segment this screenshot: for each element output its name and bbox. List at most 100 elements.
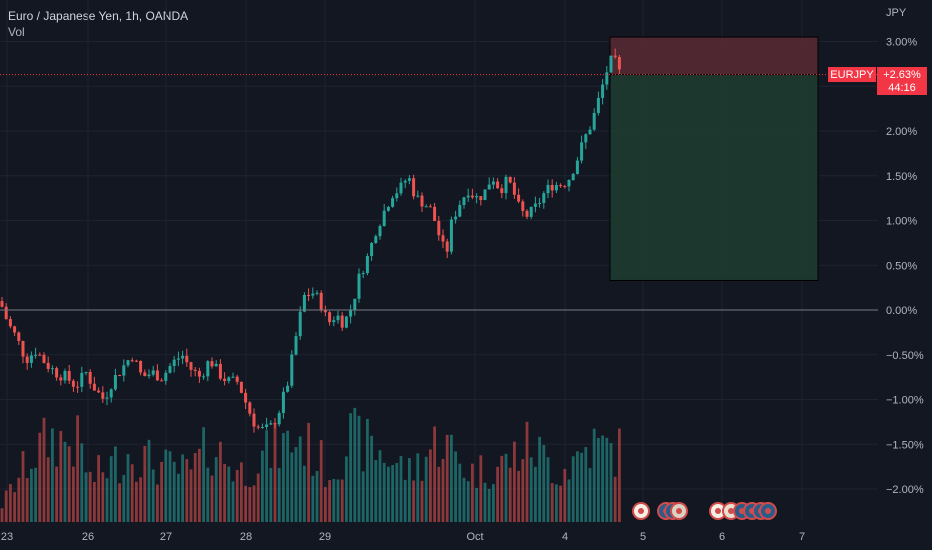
candle-body [546,184,550,194]
candle-body [580,142,584,161]
volume-bar [475,487,478,522]
volume-bar [277,467,281,522]
time-axis[interactable]: 23 26 27 28 29 Oct 4 5 6 7 [1,531,805,543]
volume-bar [55,466,58,522]
symbol-title[interactable]: Euro / Japanese Yen, 1h, OANDA [8,9,189,23]
candle-body [13,326,17,333]
volume-bar [429,449,432,522]
x-tick-label: 6 [719,531,725,543]
volume-bar [219,441,222,522]
candle-body [231,376,235,378]
volume-bar [471,463,474,522]
candle-body [55,368,59,378]
volume-bar [324,487,327,522]
volume-bar [126,454,130,522]
candle-body [328,312,332,323]
volume-bar [13,492,16,522]
volume-bar [382,462,386,522]
candle-body [315,292,319,294]
volume-bar [63,441,67,522]
candle-body [336,315,340,321]
volume-bar [202,427,205,522]
candle-body [97,390,101,393]
candle-body [500,188,504,194]
candle-body [122,365,126,376]
candle-body [8,319,12,327]
volume-bar [248,487,252,522]
volume-bar [550,483,554,522]
volume-bar [315,470,319,522]
volume-bar [30,468,33,522]
volume-bar [487,488,491,522]
volume-bar [88,471,92,522]
volume-bar [80,443,84,522]
candle-body [391,198,395,207]
candle-body [302,294,306,312]
volume-bar [42,417,46,522]
volume-bar [496,466,499,522]
x-tick-label: 23 [1,531,13,543]
event-markers[interactable] [632,502,777,520]
candle-body [67,370,71,381]
candle-body [462,197,466,205]
candle-body [34,354,38,356]
candle-body [181,355,185,359]
volume-bar [555,484,558,522]
volume-bar [168,451,172,522]
volume-bar [387,466,390,522]
stop-loss-zone [609,36,819,76]
candle-body [189,362,193,370]
volume-bar [563,469,567,522]
candle-body [29,355,33,363]
candle-body [475,196,479,198]
y-tick-label: 2.00% [886,126,917,138]
candle-body [340,315,344,328]
volume-bar [618,428,621,522]
volume-bar [328,480,331,522]
volume-bar [391,465,394,522]
volume-bar [76,415,79,522]
volume-bar [269,467,273,522]
volume-bar [500,455,504,522]
volume-bar [189,469,193,522]
candle-body [605,72,609,85]
volume-bar [143,445,147,522]
candle-body [109,389,113,398]
x-tick-label: 29 [319,531,331,543]
candle-body [378,226,382,237]
volume-bar [395,462,399,522]
candle-body [617,57,621,70]
take-profit-zone [609,74,819,281]
candle-body [176,358,180,360]
y-tick-label: 1.00% [886,216,917,228]
volume-bar [601,435,604,522]
candle-body [403,180,407,183]
candle-body [130,360,134,362]
candle-body [71,380,75,387]
candle-body [466,195,470,198]
candle-body [588,129,592,135]
position-tool[interactable] [609,36,819,281]
volume-bar [265,430,268,522]
volume-bar [198,448,201,522]
price-tag-countdown: 44:16 [888,82,916,94]
volume-bar [462,477,466,522]
volume-bar [282,433,285,522]
candle-body [239,381,243,393]
candle-body [613,55,617,58]
volume-label[interactable]: Vol [8,25,25,39]
volume-bar [244,485,247,522]
candle-body [479,196,483,201]
volume-bar [353,407,357,522]
volume-bar [340,479,344,522]
candle-body [134,360,138,362]
candle-body [235,376,239,382]
volume-bar [122,474,126,522]
volume-bar [59,430,63,522]
candle-body [424,206,428,208]
price-axis[interactable]: 3.00%2.50%2.00%1.50%1.00%0.50%0.00%−0.50… [886,37,924,497]
axis-currency[interactable]: JPY [886,7,907,19]
volume-bar [433,426,436,522]
volume-bar [223,463,226,522]
